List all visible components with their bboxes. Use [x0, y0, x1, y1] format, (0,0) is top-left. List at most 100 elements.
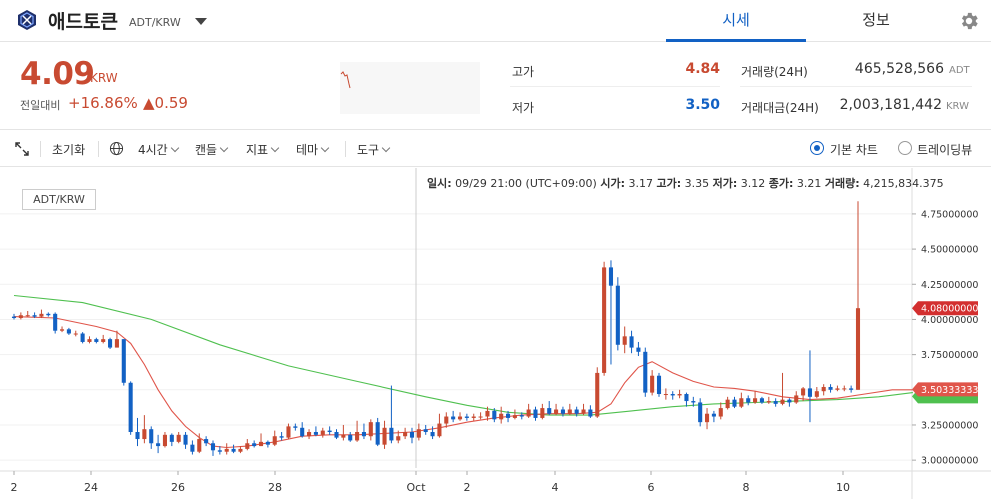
candle-body: [650, 375, 655, 393]
open-label: 시가:: [600, 177, 625, 190]
x-tick-label: 6: [648, 481, 655, 494]
candle-body: [286, 426, 291, 438]
coin-select-caret-icon[interactable]: [195, 18, 207, 25]
y-tick-label: 3.75000000: [921, 350, 978, 361]
chevron-down-icon: [219, 143, 229, 153]
y-tick-label: 3.25000000: [921, 420, 978, 431]
candle-body: [389, 427, 394, 441]
ticker-panel: 4.09 KRW 전일대비 +16.86% ▲0.59 고가 4.84 저가 3…: [0, 42, 991, 130]
candle-body: [423, 429, 428, 433]
candle-body: [581, 409, 586, 414]
candle-body: [59, 329, 65, 331]
tradingview-label[interactable]: 트레이딩뷰: [917, 143, 973, 157]
chevron-down-icon: [170, 143, 179, 153]
date-value: 09/29 21:00 (UTC+09:00): [455, 177, 597, 190]
current-price: 4.09: [20, 56, 95, 92]
chart-toolbar: 초기화 4시간 캔들 지표 테마 도구 기본 차트 트레이딩뷰: [0, 131, 991, 167]
candle-body: [204, 439, 209, 444]
candle-body: [807, 388, 813, 397]
candle-body: [368, 422, 373, 437]
candle-body: [464, 416, 469, 418]
candle-body: [149, 429, 154, 444]
candle-body: [293, 426, 298, 428]
candle-body: [217, 450, 222, 452]
candle-body: [334, 432, 339, 438]
candle-body: [53, 313, 58, 331]
candle-dropdown[interactable]: 캔들: [195, 141, 229, 158]
ma-short-line: [13, 316, 913, 449]
interval-dropdown[interactable]: 4시간: [138, 141, 179, 158]
chevron-down-icon: [320, 143, 330, 153]
toolbar-separator: [345, 141, 346, 157]
candle-body: [451, 416, 456, 420]
candle-body: [135, 432, 140, 440]
candle-body: [210, 443, 216, 451]
reset-button[interactable]: 초기화: [52, 143, 86, 157]
candle-body: [94, 339, 99, 342]
candle-body: [46, 313, 51, 316]
x-tick-label: 26: [171, 481, 185, 494]
y-tick-label: 4.50000000: [921, 245, 978, 256]
candle-body: [176, 434, 181, 442]
candle-body: [567, 409, 572, 414]
low-value: 3.12: [740, 177, 766, 190]
toolbar-separator: [40, 141, 41, 157]
candle-body: [533, 409, 538, 418]
basic-chart-label[interactable]: 기본 차트: [830, 143, 878, 157]
gear-icon[interactable]: [958, 10, 980, 32]
candle-body: [437, 423, 442, 437]
candle-body: [615, 285, 620, 345]
low-label: 저가: [512, 101, 535, 115]
candle-body: [588, 409, 593, 417]
indicator-dropdown[interactable]: 지표: [246, 141, 280, 158]
candle-body: [142, 429, 147, 440]
tab-price[interactable]: 시세: [666, 0, 806, 42]
candle-body: [849, 388, 854, 390]
tools-dropdown[interactable]: 도구: [357, 141, 391, 158]
basic-chart-radio[interactable]: [810, 141, 824, 155]
candle-body: [252, 443, 257, 447]
divider: [740, 86, 972, 87]
candle-body: [361, 432, 366, 437]
candle-body: [478, 416, 483, 418]
candle-body: [162, 434, 168, 447]
price-marker-bg: [912, 301, 978, 316]
candle-body: [457, 416, 463, 420]
candle-body: [663, 394, 668, 396]
candle-body: [519, 415, 524, 417]
candle-body: [711, 413, 716, 417]
candle-body: [759, 398, 764, 403]
candle-body: [698, 402, 703, 423]
globe-icon[interactable]: [109, 141, 124, 156]
candle-body: [739, 398, 744, 407]
theme-dropdown[interactable]: 테마: [296, 141, 330, 158]
candle-body: [835, 388, 840, 390]
fullscreen-icon[interactable]: [15, 142, 29, 156]
candle-body: [471, 416, 476, 418]
candle-body: [403, 432, 408, 437]
x-tick-label: 28: [268, 481, 282, 494]
candle-body: [80, 333, 85, 342]
tradingview-radio[interactable]: [898, 141, 912, 155]
tab-info[interactable]: 정보: [862, 11, 890, 29]
candle-body: [766, 401, 771, 403]
candle-body: [629, 336, 634, 348]
candle-body: [245, 443, 250, 449]
candle-body: [691, 401, 696, 403]
candle-body: [677, 394, 682, 396]
candle-body: [595, 372, 600, 417]
candle-body: [485, 410, 490, 417]
candle-body: [855, 308, 861, 390]
candle-body: [87, 339, 92, 342]
candle-body: [231, 448, 236, 452]
candlestick-chart[interactable]: 4.75000000 4.50000000 4.25000000 4.00000000…: [0, 168, 991, 499]
candle-body: [554, 409, 559, 414]
x-tick-label: 8: [743, 481, 750, 494]
low-value: 3.50: [685, 97, 720, 113]
candle-body: [492, 410, 497, 420]
volume-value: 465,528,566: [854, 61, 944, 77]
candle-body: [355, 432, 360, 441]
candle-body: [732, 399, 737, 407]
candle-body: [670, 394, 675, 396]
candle-body: [636, 347, 641, 352]
